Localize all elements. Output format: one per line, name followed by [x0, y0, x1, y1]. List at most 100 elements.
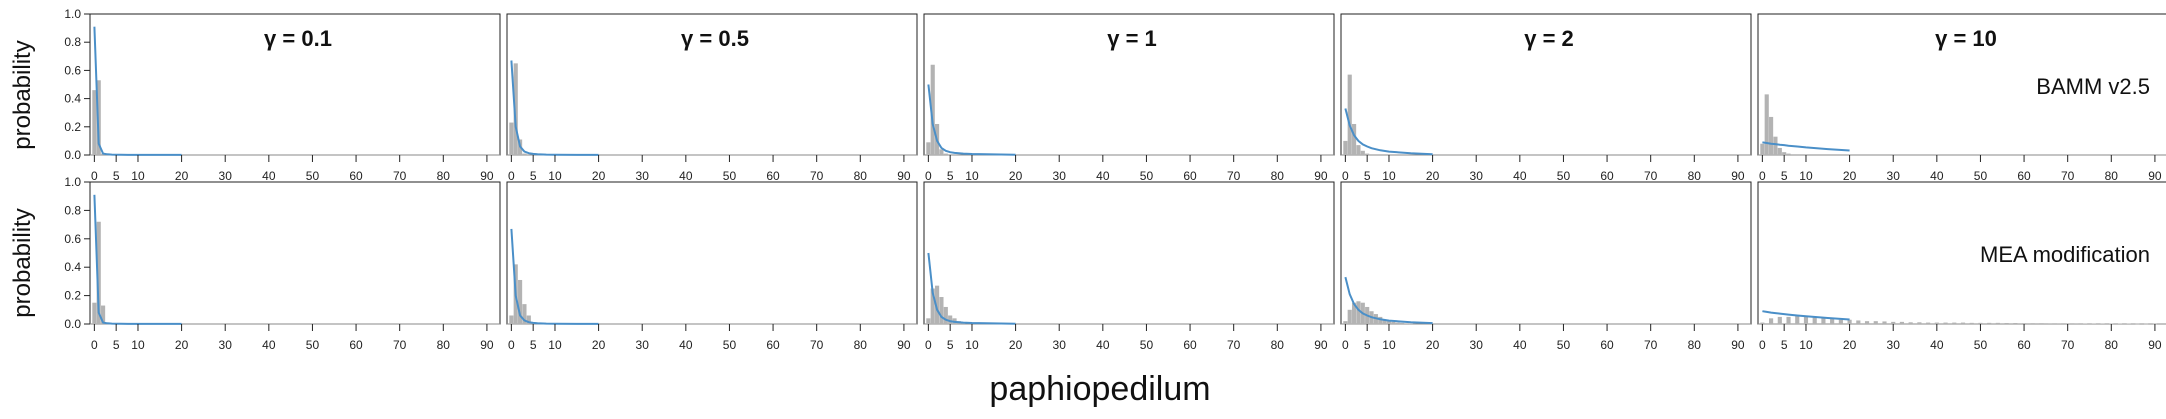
- x-tick-label: 10: [1382, 338, 1396, 352]
- hist-bar: [1786, 316, 1791, 324]
- y-tick-label: 0.8: [64, 35, 81, 49]
- fit-curve: [1344, 276, 1433, 325]
- fit-curve: [927, 252, 1016, 325]
- hist-bar: [939, 149, 944, 155]
- panel-r0-c0: 0 5 10 20 30 40 50 60 70 80 90 0.0 0.2 0.4 0.6 0.8 1.0: [64, 7, 501, 183]
- x-tick-label: 40: [1513, 169, 1527, 183]
- hist-bar: [2144, 323, 2149, 325]
- hist-bar: [1803, 316, 1809, 324]
- x-tick-label: 5: [1364, 338, 1371, 352]
- x-tick-label: 5: [1364, 169, 1371, 183]
- x-tick-label: 30: [1470, 169, 1484, 183]
- hist-bar: [92, 90, 97, 155]
- hist-bar: [1773, 136, 1778, 155]
- col-title-4: γ = 10: [1935, 26, 1997, 51]
- hist-bar: [1352, 123, 1357, 155]
- x-tick-label: 40: [262, 338, 276, 352]
- y-tick-label: 0.8: [64, 203, 81, 217]
- y-axis-label-bottom: probability: [9, 208, 36, 317]
- x-tick-label: 40: [1096, 338, 1110, 352]
- x-tick-label: 50: [1557, 169, 1571, 183]
- panel-r1-c0: 0 5 10 20 30 40 50 60 70 80 90 0.0 0.2 0.4 0.6 0.8 1.0: [64, 175, 501, 352]
- x-tick-label: 70: [393, 338, 407, 352]
- y-tick-label: 0.4: [64, 260, 81, 274]
- x-tick-label: 90: [480, 338, 494, 352]
- x-tick-label: 60: [1183, 169, 1197, 183]
- hist-bar: [948, 315, 953, 324]
- x-tick-label: 40: [1930, 169, 1944, 183]
- x-tick-label: 10: [548, 338, 562, 352]
- hist-bar: [518, 279, 523, 324]
- x-tick-label: 5: [530, 338, 537, 352]
- y-tick-label: 0.2: [64, 289, 81, 303]
- hist-bar: [2039, 323, 2044, 324]
- col-title-3: γ = 2: [1524, 26, 1574, 51]
- x-tick-label: 0: [1759, 338, 1766, 352]
- x-tick-label: 5: [113, 169, 120, 183]
- fit-curve: [510, 60, 599, 156]
- row-label-bamm: BAMM v2.5: [2036, 74, 2150, 99]
- hist-bar: [1812, 317, 1817, 324]
- panel-frame: [923, 181, 1335, 325]
- hist-bar: [1408, 323, 1413, 325]
- x-tick-label: 90: [897, 338, 911, 352]
- hist-bar: [1978, 322, 1983, 324]
- hist-bar: [1386, 321, 1392, 324]
- fit-curve: [510, 228, 599, 325]
- hist-bar: [1760, 143, 1765, 155]
- x-tick-label: 5: [1781, 338, 1788, 352]
- panel-frame: [1340, 181, 1752, 325]
- x-tick-label: 20: [1009, 169, 1023, 183]
- x-tick-label: 80: [2105, 169, 2119, 183]
- x-tick-label: 10: [548, 169, 562, 183]
- x-tick-label: 60: [766, 169, 780, 183]
- hist-bar: [1769, 318, 1774, 324]
- hist-bar: [1864, 321, 1870, 324]
- col-title-2: γ = 1: [1107, 26, 1157, 51]
- hist-bar: [509, 315, 514, 324]
- hist-bar: [1908, 322, 1913, 324]
- x-tick-label: 0: [925, 169, 932, 183]
- x-tick-label: 50: [723, 338, 737, 352]
- hist-bar: [2048, 323, 2053, 324]
- panel-r1-c3: 0 5 10 20 30 40 50 60 70 80 90: [1340, 181, 1752, 352]
- x-tick-label: 70: [1644, 169, 1658, 183]
- x-tick-label: 10: [1799, 169, 1813, 183]
- x-tick-label: 30: [1053, 338, 1067, 352]
- hist-bar: [939, 297, 944, 324]
- x-tick-label: 30: [219, 169, 233, 183]
- x-tick-label: 60: [349, 338, 363, 352]
- x-tick-label: 20: [175, 169, 189, 183]
- column-titles: γ = 0.1 γ = 0.5 γ = 1 γ = 2 γ = 10: [264, 26, 1997, 51]
- x-tick-label: 80: [854, 338, 868, 352]
- fit-curve: [93, 26, 182, 156]
- x-tick-label: 70: [810, 169, 824, 183]
- hist-bar: [1821, 318, 1826, 324]
- x-tick-label: 80: [437, 169, 451, 183]
- x-tick-label: 80: [1271, 338, 1285, 352]
- hist-bar: [1378, 316, 1383, 324]
- x-tick-label: 5: [530, 169, 537, 183]
- x-tick-label: 5: [1781, 169, 1788, 183]
- x-tick-label: 50: [1140, 169, 1154, 183]
- x-tick-label: 10: [965, 169, 979, 183]
- hist-bar: [2013, 323, 2018, 324]
- x-tick-label: 0: [91, 169, 98, 183]
- x-tick-label: 0: [1342, 169, 1349, 183]
- x-tick-label: 60: [2017, 338, 2031, 352]
- x-tick-label: 80: [437, 338, 451, 352]
- hist-bar: [1926, 322, 1931, 324]
- panel-r1-c1: 0 5 10 20 30 40 50 60 70 80 90: [506, 181, 918, 352]
- panel-r1-c4: 0 5 10 20 30 40 50 60 70 80 90: [1757, 181, 2166, 352]
- x-tick-label: 50: [306, 338, 320, 352]
- hist-bar: [1995, 322, 2000, 324]
- hist-bar: [943, 153, 948, 155]
- x-tick-label: 90: [480, 169, 494, 183]
- x-tick-label: 40: [679, 338, 693, 352]
- hist-bar: [2126, 323, 2131, 325]
- x-tick-label: 5: [947, 338, 954, 352]
- hist-bar: [1891, 321, 1896, 324]
- hist-bar: [1847, 319, 1852, 324]
- x-tick-label: 20: [1426, 338, 1440, 352]
